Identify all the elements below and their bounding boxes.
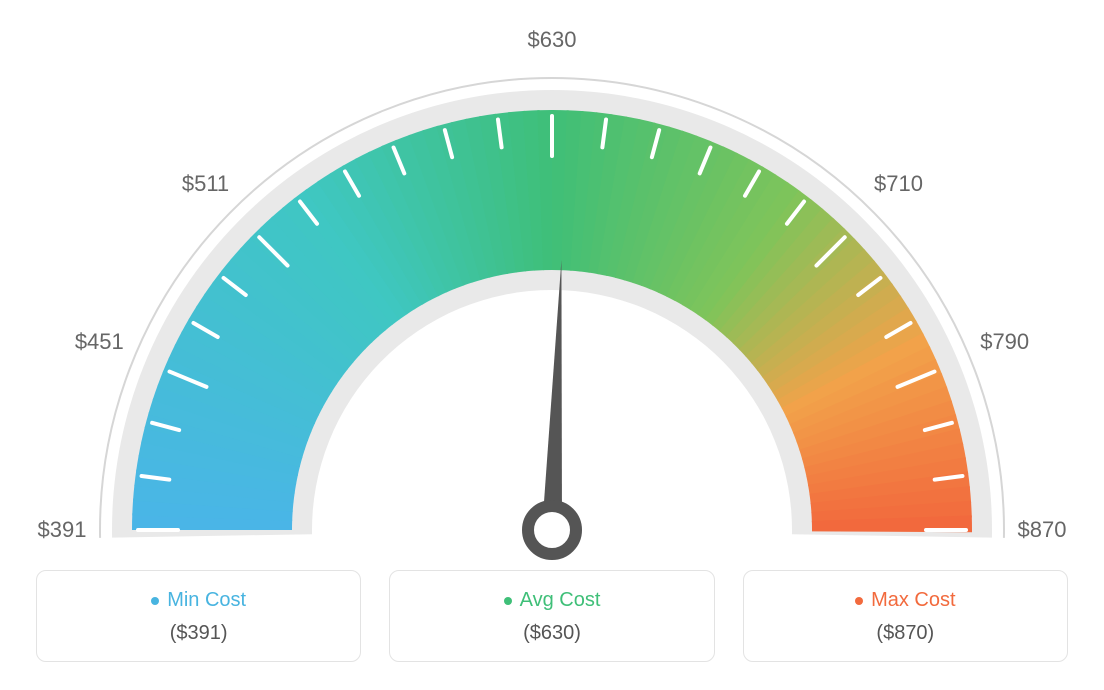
gauge-tick-label: $790	[980, 329, 1029, 355]
legend-title-row: Min Cost	[47, 589, 350, 612]
legend-title-row: Avg Cost	[400, 589, 703, 612]
legend-dot-avg	[504, 597, 512, 605]
legend-title-max: Max Cost	[871, 589, 955, 612]
legend-card-max: Max Cost ($870)	[743, 570, 1068, 662]
legend-value-avg: ($630)	[400, 622, 703, 645]
legend-card-avg: Avg Cost ($630)	[389, 570, 714, 662]
gauge-svg	[0, 0, 1104, 560]
gauge-tick-label: $630	[528, 27, 577, 53]
legend-row: Min Cost ($391) Avg Cost ($630) Max Cost…	[0, 570, 1104, 662]
gauge-tick-label: $451	[75, 329, 124, 355]
gauge-tick-label: $511	[182, 171, 229, 197]
legend-title-min: Min Cost	[167, 589, 246, 612]
gauge-chart: $391 $451 $511 $630 $710 $790 $870	[0, 0, 1104, 560]
legend-title-avg: Avg Cost	[520, 589, 601, 612]
legend-title-row: Max Cost	[754, 589, 1057, 612]
gauge-tick-label: $391	[38, 517, 87, 543]
gauge-tick-label: $870	[1018, 517, 1067, 543]
gauge-tick-label: $710	[874, 171, 923, 197]
legend-value-min: ($391)	[47, 622, 350, 645]
legend-dot-max	[855, 597, 863, 605]
legend-value-max: ($870)	[754, 622, 1057, 645]
legend-dot-min	[151, 597, 159, 605]
legend-card-min: Min Cost ($391)	[36, 570, 361, 662]
